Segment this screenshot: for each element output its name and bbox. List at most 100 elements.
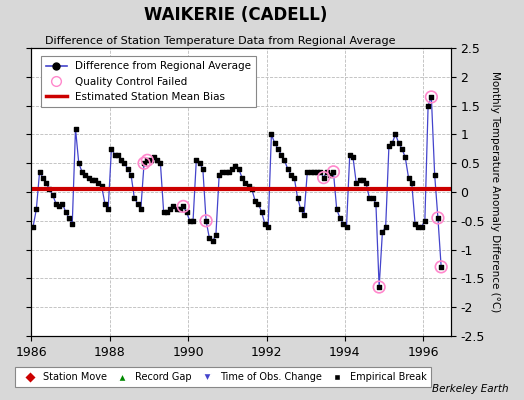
Legend: Station Move, Record Gap, Time of Obs. Change, Empirical Break: Station Move, Record Gap, Time of Obs. C… [15, 368, 431, 387]
Point [231, 163, 239, 169]
Title: Difference of Station Temperature Data from Regional Average: Difference of Station Temperature Data f… [45, 36, 395, 46]
Point [264, 223, 272, 230]
Point [368, 194, 377, 201]
Point [391, 131, 400, 138]
Point [241, 180, 249, 186]
Point [202, 218, 210, 224]
Point [437, 264, 445, 270]
Point [91, 177, 99, 184]
Point [124, 166, 132, 172]
Point [270, 140, 279, 146]
Point [185, 218, 194, 224]
Point [251, 198, 259, 204]
Point [297, 206, 305, 212]
Point [166, 206, 174, 212]
Point [81, 172, 90, 178]
Point [78, 169, 86, 175]
Point [212, 232, 220, 238]
Point [437, 264, 445, 270]
Point [303, 169, 312, 175]
Point [218, 169, 226, 175]
Point [427, 94, 435, 100]
Point [313, 169, 321, 175]
Point [421, 218, 429, 224]
Point [320, 174, 328, 181]
Point [365, 194, 374, 201]
Text: Berkeley Earth: Berkeley Earth [432, 384, 508, 394]
Point [395, 140, 403, 146]
Point [235, 166, 243, 172]
Point [342, 223, 351, 230]
Point [372, 200, 380, 207]
Point [127, 172, 135, 178]
Point [143, 157, 151, 164]
Point [336, 215, 344, 221]
Point [287, 172, 295, 178]
Point [375, 284, 384, 290]
Point [329, 169, 337, 175]
Point [137, 206, 145, 212]
Point [411, 220, 419, 227]
Legend: Difference from Regional Average, Quality Control Failed, Estimated Station Mean: Difference from Regional Average, Qualit… [41, 56, 256, 107]
Point [326, 172, 334, 178]
Point [283, 166, 292, 172]
Point [182, 209, 191, 215]
Point [140, 160, 148, 166]
Point [362, 180, 370, 186]
Point [333, 206, 341, 212]
Point [61, 209, 70, 215]
Point [195, 160, 204, 166]
Point [202, 218, 210, 224]
Point [401, 154, 409, 161]
Point [274, 146, 282, 152]
Point [117, 157, 125, 164]
Point [150, 154, 158, 161]
Point [68, 220, 77, 227]
Point [169, 203, 178, 210]
Point [58, 200, 67, 207]
Point [172, 206, 181, 212]
Point [398, 146, 406, 152]
Point [133, 200, 141, 207]
Point [88, 177, 96, 184]
Point [254, 200, 263, 207]
Point [121, 160, 129, 166]
Point [209, 238, 217, 244]
Y-axis label: Monthly Temperature Anomaly Difference (°C): Monthly Temperature Anomaly Difference (… [490, 71, 500, 313]
Point [146, 157, 155, 164]
Point [248, 186, 256, 192]
Point [222, 169, 230, 175]
Point [156, 160, 165, 166]
Point [153, 157, 161, 164]
Point [424, 102, 432, 109]
Point [65, 215, 73, 221]
Point [310, 169, 318, 175]
Point [143, 157, 151, 164]
Point [71, 126, 80, 132]
Point [104, 206, 112, 212]
Point [267, 131, 276, 138]
Point [74, 160, 83, 166]
Point [189, 218, 197, 224]
Point [225, 169, 233, 175]
Point [320, 174, 328, 181]
Point [339, 220, 347, 227]
Point [430, 172, 439, 178]
Point [385, 143, 393, 149]
Point [192, 157, 201, 164]
Point [434, 215, 442, 221]
Point [293, 194, 302, 201]
Point [179, 203, 188, 210]
Point [107, 146, 116, 152]
Point [111, 151, 119, 158]
Point [42, 180, 50, 186]
Point [176, 206, 184, 212]
Point [199, 166, 207, 172]
Point [349, 154, 357, 161]
Point [405, 174, 413, 181]
Point [238, 174, 246, 181]
Point [84, 174, 93, 181]
Point [32, 206, 40, 212]
Point [228, 166, 236, 172]
Point [355, 177, 364, 184]
